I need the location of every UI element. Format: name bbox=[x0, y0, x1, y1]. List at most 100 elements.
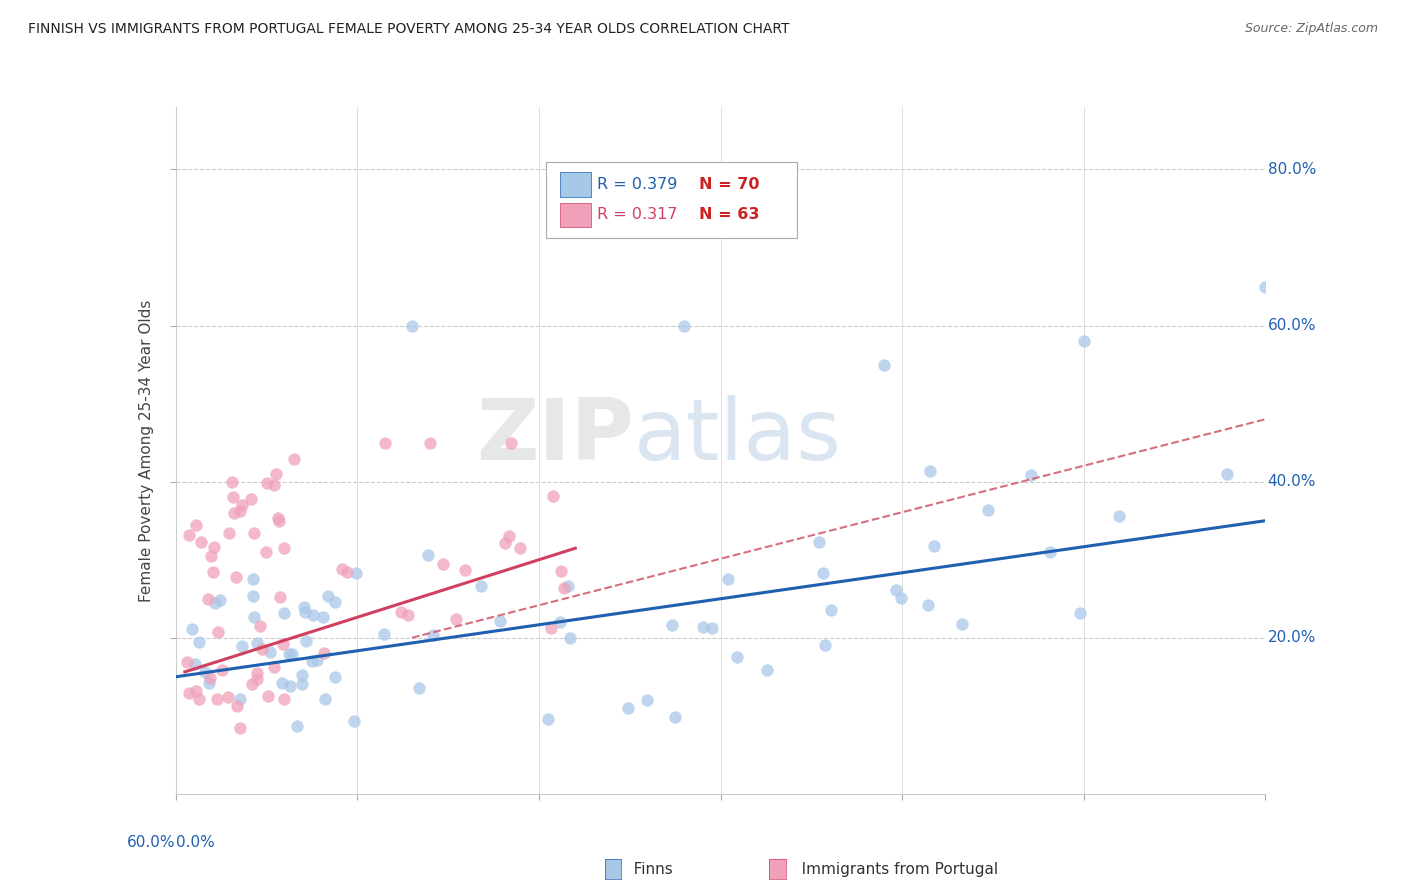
Point bbox=[509, 541, 531, 556]
Point bbox=[239, 492, 262, 507]
Point bbox=[201, 566, 224, 580]
Text: Source: ZipAtlas.com: Source: ZipAtlas.com bbox=[1244, 22, 1378, 36]
Text: N = 63: N = 63 bbox=[699, 207, 759, 222]
Point bbox=[285, 718, 308, 732]
Point bbox=[197, 591, 219, 606]
Point bbox=[470, 579, 492, 593]
Point bbox=[756, 663, 779, 677]
Point bbox=[323, 595, 346, 609]
Point bbox=[501, 435, 523, 450]
Point bbox=[920, 464, 942, 478]
Point bbox=[222, 506, 245, 520]
Point bbox=[283, 451, 305, 466]
Point bbox=[560, 631, 582, 645]
Text: ZIP: ZIP bbox=[475, 395, 633, 478]
Point bbox=[977, 503, 1000, 517]
Point bbox=[273, 541, 295, 556]
Point bbox=[176, 655, 198, 669]
Point bbox=[1216, 467, 1239, 481]
Point bbox=[416, 549, 439, 563]
Point bbox=[325, 669, 347, 683]
Text: 60.0%: 60.0% bbox=[128, 835, 176, 850]
Point bbox=[820, 602, 842, 616]
FancyBboxPatch shape bbox=[561, 202, 591, 227]
Point bbox=[231, 498, 253, 512]
Point bbox=[661, 617, 683, 632]
Point bbox=[884, 583, 907, 598]
Point bbox=[673, 318, 696, 333]
Point bbox=[271, 637, 294, 651]
Point bbox=[184, 518, 207, 533]
Point bbox=[396, 608, 419, 623]
Point bbox=[188, 634, 211, 648]
Point bbox=[200, 672, 222, 686]
Point bbox=[1073, 334, 1095, 348]
Point bbox=[540, 621, 562, 635]
Point bbox=[316, 589, 339, 603]
Text: 0.0%: 0.0% bbox=[176, 835, 215, 850]
Point bbox=[725, 649, 748, 664]
Point bbox=[218, 526, 240, 541]
Point bbox=[444, 612, 467, 626]
Text: 40.0%: 40.0% bbox=[1268, 475, 1316, 489]
Text: atlas: atlas bbox=[633, 395, 841, 478]
Point bbox=[249, 619, 271, 633]
Point bbox=[221, 475, 243, 489]
Point bbox=[553, 582, 575, 596]
Point bbox=[314, 646, 336, 660]
Point bbox=[917, 598, 939, 612]
Point bbox=[190, 534, 212, 549]
Point bbox=[422, 628, 444, 642]
Point bbox=[374, 435, 396, 450]
Point bbox=[242, 589, 264, 603]
Point bbox=[243, 609, 266, 624]
Point bbox=[179, 528, 201, 542]
Point bbox=[1069, 606, 1091, 620]
Point bbox=[197, 675, 219, 690]
Point bbox=[617, 701, 640, 715]
Point bbox=[229, 504, 252, 518]
Y-axis label: Female Poverty Among 25-34 Year Olds: Female Poverty Among 25-34 Year Olds bbox=[139, 300, 155, 601]
Point bbox=[346, 566, 368, 580]
Point bbox=[240, 677, 263, 691]
Point bbox=[295, 633, 318, 648]
Point bbox=[702, 621, 724, 635]
Text: Finns: Finns bbox=[619, 863, 672, 877]
Text: 20.0%: 20.0% bbox=[1268, 631, 1316, 645]
Point bbox=[550, 564, 572, 578]
Point bbox=[256, 475, 278, 490]
Point bbox=[269, 590, 291, 604]
Point bbox=[243, 526, 266, 541]
Point bbox=[222, 490, 245, 504]
Point bbox=[1019, 467, 1042, 482]
Text: FINNISH VS IMMIGRANTS FROM PORTUGAL FEMALE POVERTY AMONG 25-34 YEAR OLDS CORRELA: FINNISH VS IMMIGRANTS FROM PORTUGAL FEMA… bbox=[28, 22, 790, 37]
Point bbox=[177, 686, 200, 700]
Point bbox=[266, 467, 288, 481]
Point bbox=[536, 712, 558, 726]
Point bbox=[225, 570, 247, 584]
Point bbox=[200, 549, 222, 563]
Text: Immigrants from Portugal: Immigrants from Portugal bbox=[787, 863, 998, 877]
Point bbox=[419, 435, 441, 450]
Point bbox=[281, 647, 304, 661]
Point bbox=[273, 606, 295, 620]
Point bbox=[231, 639, 253, 653]
Point bbox=[202, 540, 225, 554]
Point bbox=[278, 647, 301, 661]
Point bbox=[211, 664, 233, 678]
Point bbox=[717, 572, 740, 586]
Point bbox=[246, 636, 269, 650]
Point bbox=[873, 358, 896, 372]
Point bbox=[408, 681, 430, 695]
Point bbox=[291, 677, 314, 691]
Point bbox=[242, 573, 264, 587]
Point bbox=[194, 665, 217, 679]
Point bbox=[291, 668, 314, 682]
Point bbox=[314, 692, 336, 706]
Point bbox=[543, 489, 565, 503]
Point bbox=[814, 638, 837, 652]
Point bbox=[808, 534, 831, 549]
Text: 80.0%: 80.0% bbox=[1268, 162, 1316, 177]
Point bbox=[250, 642, 273, 657]
Point bbox=[312, 610, 335, 624]
